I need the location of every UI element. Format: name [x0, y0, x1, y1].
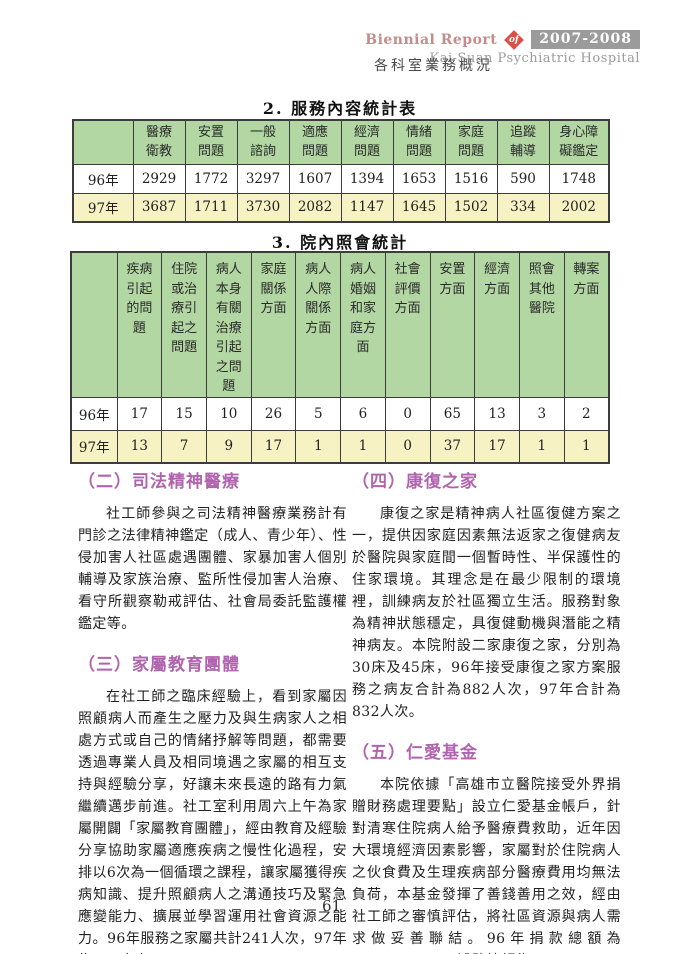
section-body-family-education-group: 在社工師之臨床經驗上，看到家屬因照顧病人而產生之壓力及與生病家人之相處方式或自己…: [78, 689, 347, 954]
cell: 17: [116, 396, 163, 431]
section-heading-judicial-psychiatry: （二）司法精神醫療: [78, 472, 240, 492]
cell: 1772: [184, 163, 238, 194]
of-diamond-icon: of: [504, 29, 525, 50]
cell: 590: [496, 163, 550, 194]
cell: 37: [429, 429, 476, 464]
cell: 6: [340, 396, 386, 431]
cell: 15: [161, 396, 207, 431]
cell: 3730: [236, 192, 290, 223]
column-header: 適應 問題: [288, 119, 342, 165]
section-heading-family-education-group: （三）家屬教育團體: [78, 655, 240, 675]
column-header: 安置 問題: [184, 119, 238, 165]
column-header: 病人 婚姻 和家 庭方 面: [340, 251, 386, 398]
column-header: 家庭 問題: [444, 119, 498, 165]
left-text-column: （二）司法精神醫療 社工師參與之司法精神醫療業務計有門診之法律精神鑑定（成人、青…: [78, 467, 347, 954]
cell: 5: [295, 396, 342, 431]
row-label: 97年: [70, 429, 118, 464]
column-header: 疾病 引起 的問 題: [116, 251, 163, 398]
section-heading-halfway-house: （四）康復之家: [352, 472, 478, 492]
table-row-96: 96年 2929 1772 3297 1607 1394 1653 1516 5…: [72, 163, 610, 194]
column-header: 一般 諮詢: [236, 119, 290, 165]
cell: 1394: [340, 163, 394, 194]
cell: 1645: [392, 192, 446, 223]
consultation-table: 疾病 引起 的問 題 住院 或治 療引 起之 問題 病人 本身 有關 治療 引起…: [70, 251, 610, 464]
report-years-badge: 2007-2008: [531, 30, 640, 49]
column-header: 經濟 問題: [340, 119, 394, 165]
cell: 2082: [288, 192, 342, 223]
cell: 1607: [288, 163, 342, 194]
column-header: 經濟 方面: [474, 251, 520, 398]
hospital-name: Kai-Suan Psychiatric Hospital: [429, 51, 640, 66]
table2-title: 3. 院內照會統計: [271, 233, 409, 252]
cell: 3: [518, 396, 565, 431]
column-header: 情緒 問題: [392, 119, 446, 165]
table-row-96: 96年 17 15 10 26 5 6 0 65 13 3 2: [70, 396, 610, 431]
section-heading-charity-fund: （五）仁愛基金: [352, 743, 478, 763]
cell: 1: [563, 429, 610, 464]
section-body-halfway-house: 康復之家是精神病人社區復健方案之一，提供因家庭因素無法返家之復健病友於醫院與家庭…: [352, 506, 621, 720]
table-row-97: 97年 3687 1711 3730 2082 1147 1645 1502 3…: [72, 192, 610, 223]
column-header: 病人 人際 關係 方面: [295, 251, 342, 398]
page-number: 61: [322, 897, 342, 915]
section-body-charity-fund: 本院依據「高雄市立醫院接受外界捐贈財務處理要點」設立仁愛基金帳戶，針對清寒住院病…: [352, 777, 621, 954]
row-label: 97年: [72, 192, 134, 223]
cell: 7: [161, 429, 207, 464]
column-header: 照會 其他 醫院: [518, 251, 565, 398]
cell: 2929: [132, 163, 186, 194]
corner-cell: [70, 251, 118, 398]
cell: 9: [205, 429, 252, 464]
row-label: 96年: [72, 163, 134, 194]
cell: 1: [518, 429, 565, 464]
cell: 10: [205, 396, 252, 431]
column-header: 住院 或治 療引 起之 問題: [161, 251, 207, 398]
right-text-column: （四）康復之家 康復之家是精神病人社區復健方案之一，提供因家庭因素無法返家之復健…: [352, 467, 621, 954]
report-brand-line: Biennial Report of 2007-2008: [365, 29, 640, 50]
cell: 1: [295, 429, 342, 464]
cell: 17: [474, 429, 520, 464]
chapter-label: 各科室業務概況: [374, 58, 493, 74]
cell: 0: [384, 396, 431, 431]
cell: 2: [563, 396, 610, 431]
cell: 1147: [340, 192, 394, 223]
table-header-row: 疾病 引起 的問 題 住院 或治 療引 起之 問題 病人 本身 有關 治療 引起…: [70, 251, 610, 398]
column-header: 病人 本身 有關 治療 引起 之問 題: [205, 251, 252, 398]
section-body-judicial-psychiatry: 社工師參與之司法精神醫療業務計有門診之法律精神鑑定（成人、青少年）、性侵加害人社…: [78, 506, 347, 632]
corner-cell: [72, 119, 134, 165]
cell: 1653: [392, 163, 446, 194]
cell: 26: [250, 396, 297, 431]
row-label: 96年: [70, 396, 118, 431]
page-header: Biennial Report of 2007-2008 Kai-Suan Ps…: [365, 29, 640, 66]
cell: 17: [250, 429, 297, 464]
cell: 1516: [444, 163, 498, 194]
cell: 0: [384, 429, 431, 464]
column-header: 追蹤 輔導: [496, 119, 550, 165]
column-header: 身心障 礙鑑定: [548, 119, 610, 165]
cell: 1: [340, 429, 386, 464]
column-header: 轉案 方面: [563, 251, 610, 398]
cell: 334: [496, 192, 550, 223]
cell: 65: [429, 396, 476, 431]
cell: 13: [116, 429, 163, 464]
table1-title: 2. 服務內容統計表: [262, 99, 418, 118]
cell: 3687: [132, 192, 186, 223]
column-header: 安置 方面: [429, 251, 476, 398]
column-header: 社會 評價 方面: [384, 251, 431, 398]
cell: 1711: [184, 192, 238, 223]
report-title: Biennial Report: [365, 31, 498, 48]
cell: 1502: [444, 192, 498, 223]
table-header-row: 醫療 衛教 安置 問題 一般 諮詢 適應 問題 經濟 問題 情緒 問題 家庭 問…: [72, 119, 610, 165]
cell: 13: [474, 396, 520, 431]
service-content-table: 醫療 衛教 安置 問題 一般 諮詢 適應 問題 經濟 問題 情緒 問題 家庭 問…: [72, 119, 610, 223]
table-row-97: 97年 13 7 9 17 1 1 0 37 17 1 1: [70, 429, 610, 464]
column-header: 家庭 關係 方面: [250, 251, 297, 398]
column-header: 醫療 衛教: [132, 119, 186, 165]
cell: 2002: [548, 192, 610, 223]
cell: 1748: [548, 163, 610, 194]
cell: 3297: [236, 163, 290, 194]
